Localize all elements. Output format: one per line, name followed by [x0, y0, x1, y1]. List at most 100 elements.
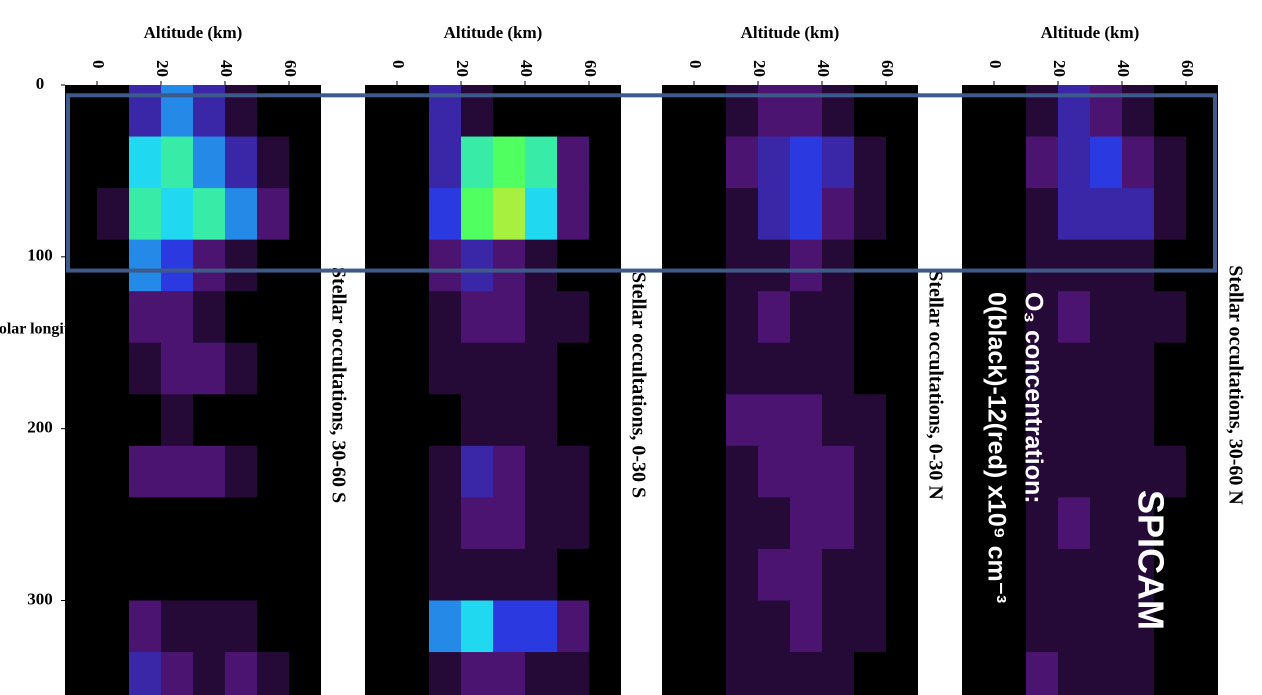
- heatmap-cell: [726, 497, 759, 550]
- heatmap-cell: [589, 548, 621, 601]
- heatmap-cell: [97, 600, 130, 653]
- heatmap: [97, 85, 321, 695]
- heatmap-cell: [589, 600, 621, 653]
- heatmap-cell: [129, 394, 162, 447]
- heatmap-cell: [822, 85, 855, 138]
- heatmap-cell: [694, 136, 727, 189]
- heatmap-cell: [97, 548, 130, 601]
- heatmap-cell: [589, 342, 621, 395]
- heatmap-cell: [1154, 652, 1187, 695]
- heatmap-cell: [429, 445, 462, 498]
- heatmap-cell: [1026, 291, 1059, 344]
- heatmap-cell: [1026, 188, 1059, 241]
- heatmap-cell: [886, 342, 918, 395]
- x-tick-label: 60: [1178, 60, 1197, 77]
- heatmap-cell: [694, 188, 727, 241]
- heatmap-cell: [461, 239, 494, 292]
- heatmap-cell: [790, 188, 823, 241]
- heatmap-cell: [758, 394, 791, 447]
- heatmap-cell: [694, 291, 727, 344]
- heatmap-cell: [289, 445, 321, 498]
- panel-title: Stellar occultations, 30-60 N: [1224, 265, 1246, 505]
- heatmap-cell: [726, 548, 759, 601]
- heatmap-cell: [1154, 445, 1187, 498]
- heatmap-cell: [1026, 394, 1059, 447]
- heatmap-cell: [129, 652, 162, 695]
- heatmap-cell: [129, 342, 162, 395]
- heatmap-cell: [429, 497, 462, 550]
- heatmap-cell: [694, 445, 727, 498]
- panel-title: Stellar occultations, 0-30 S: [627, 272, 649, 498]
- heatmap-cell: [1090, 600, 1123, 653]
- heatmap-cell: [97, 445, 130, 498]
- heatmap-cell: [726, 239, 759, 292]
- heatmap-cell: [129, 445, 162, 498]
- heatmap-cell: [854, 445, 887, 498]
- heatmap-cell: [1058, 445, 1091, 498]
- heatmap-cell: [525, 342, 558, 395]
- heatmap-cell: [1122, 342, 1155, 395]
- heatmap-cell: [461, 600, 494, 653]
- x-tick-label: 0: [686, 60, 705, 69]
- heatmap-cell: [822, 497, 855, 550]
- heatmap-cell: [97, 394, 130, 447]
- heatmap-cell: [1090, 445, 1123, 498]
- heatmap-cell: [994, 548, 1027, 601]
- heatmap-cell: [397, 291, 430, 344]
- heatmap-cell: [1154, 497, 1187, 550]
- heatmap-cell: [1026, 652, 1059, 695]
- heatmap-cell: [854, 394, 887, 447]
- heatmap-cell: [397, 548, 430, 601]
- x-tick-label: 0: [389, 60, 408, 69]
- heatmap-cell: [589, 497, 621, 550]
- heatmap-cell: [694, 600, 727, 653]
- heatmap-cell: [1122, 85, 1155, 138]
- heatmap-cell: [589, 188, 621, 241]
- heatmap-cell: [790, 548, 823, 601]
- heatmap-cell: [557, 291, 590, 344]
- heatmap-cell: [1058, 136, 1091, 189]
- heatmap-cell: [193, 394, 226, 447]
- heatmap-cell: [694, 652, 727, 695]
- heatmap-cell: [1186, 394, 1218, 447]
- heatmap-cell: [1122, 652, 1155, 695]
- heatmap-cell: [525, 85, 558, 138]
- heatmap-cell: [1154, 394, 1187, 447]
- heatmap-cell: [1058, 548, 1091, 601]
- heatmap-cell: [758, 342, 791, 395]
- heatmap-cell: [461, 548, 494, 601]
- heatmap-cell: [790, 136, 823, 189]
- heatmap-cell: [193, 239, 226, 292]
- x-tick-label: 60: [878, 60, 897, 77]
- heatmap-cell: [854, 136, 887, 189]
- heatmap-cell: [822, 600, 855, 653]
- heatmap-cell: [854, 85, 887, 138]
- heatmap-cell: [1026, 85, 1059, 138]
- heatmap-cell: [1186, 548, 1218, 601]
- heatmap-cell: [97, 85, 130, 138]
- heatmap-cell: [193, 497, 226, 550]
- heatmap-cell: [886, 85, 918, 138]
- heatmap-cell: [1058, 239, 1091, 292]
- heatmap-cell: [726, 188, 759, 241]
- heatmap-cell: [886, 291, 918, 344]
- heatmap-cell: [289, 188, 321, 241]
- heatmap-cell: [289, 239, 321, 292]
- heatmap-cell: [886, 600, 918, 653]
- x-tick-label: 0: [986, 60, 1005, 69]
- heatmap-cell: [461, 497, 494, 550]
- heatmap-cell: [1122, 136, 1155, 189]
- heatmap-cell: [461, 85, 494, 138]
- heatmap-cell: [822, 652, 855, 695]
- heatmap-cell: [822, 188, 855, 241]
- heatmap-cell: [790, 445, 823, 498]
- heatmap-cell: [790, 342, 823, 395]
- x-axis-label: Altitude (km): [1041, 23, 1140, 42]
- heatmap-cell: [193, 652, 226, 695]
- heatmap-cell: [1058, 188, 1091, 241]
- heatmap-cell: [790, 291, 823, 344]
- x-tick-label: 40: [1114, 60, 1133, 77]
- x-tick-label: 0: [89, 60, 108, 69]
- heatmap-cell: [257, 394, 290, 447]
